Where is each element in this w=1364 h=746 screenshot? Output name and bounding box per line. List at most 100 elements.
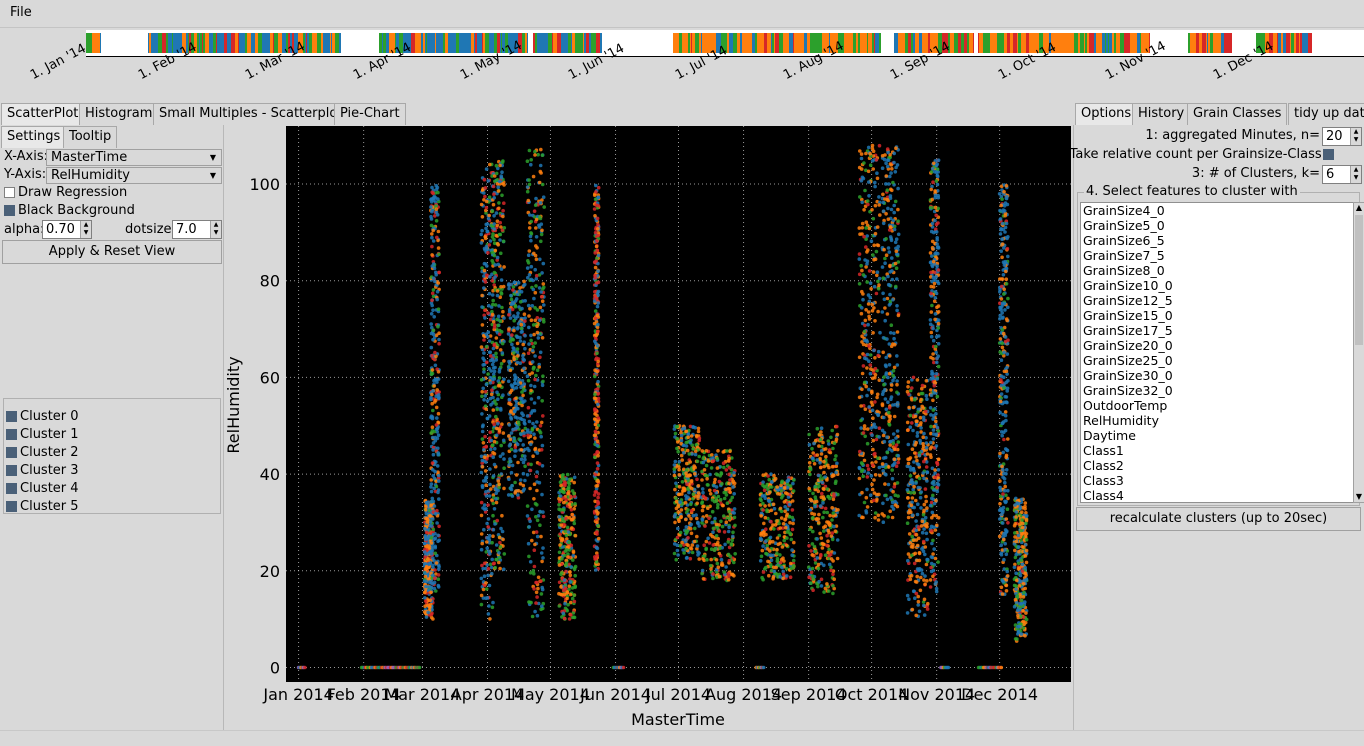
data-point — [519, 432, 523, 437]
data-point — [891, 373, 895, 378]
timeline-bar — [403, 33, 404, 53]
data-point — [889, 388, 893, 392]
data-point — [570, 596, 575, 601]
data-point — [529, 158, 533, 162]
timeline-strip[interactable] — [86, 30, 1364, 56]
data-point — [569, 600, 573, 605]
tab-tooltip[interactable]: Tooltip — [63, 126, 118, 148]
data-point — [561, 545, 565, 549]
draw-regression-checkbox[interactable] — [4, 187, 15, 198]
data-point — [523, 316, 527, 320]
data-point — [827, 442, 831, 446]
data-point — [435, 297, 439, 302]
cluster-checkbox[interactable] — [6, 465, 17, 476]
data-point — [700, 568, 705, 573]
tab-histogram[interactable]: Histogram — [79, 103, 159, 125]
data-point — [815, 556, 820, 560]
cluster-checkbox[interactable] — [6, 483, 17, 494]
data-point — [533, 354, 537, 358]
timeline-bar — [1148, 33, 1149, 53]
dotsize-spinbox[interactable]: 7.0 ▲ ▼ — [172, 220, 222, 239]
data-point — [491, 302, 495, 307]
alpha-value: 0.70 — [46, 222, 75, 237]
scatter-plot[interactable]: 0 20 40 60 80 100 Jan 2014 Feb 2014 Mar 2014 Apr… — [225, 125, 1072, 730]
data-point — [433, 435, 438, 440]
y-axis-select[interactable]: RelHumidity ▼ — [46, 167, 222, 184]
cluster-checkbox[interactable] — [6, 501, 17, 512]
data-point — [713, 477, 717, 482]
data-point — [896, 460, 900, 465]
data-point — [496, 314, 501, 319]
alpha-spinbox[interactable]: 0.70 ▲ ▼ — [42, 220, 92, 239]
data-point — [878, 213, 882, 217]
data-point — [430, 435, 435, 440]
data-point — [924, 409, 928, 414]
spin-arrows-icon[interactable]: ▲ ▼ — [210, 221, 221, 238]
black-background-checkbox[interactable] — [4, 205, 15, 216]
data-point — [562, 500, 566, 505]
tab-settings[interactable]: Settings — [1, 126, 67, 148]
data-point — [707, 541, 712, 545]
data-point — [596, 499, 600, 504]
data-point — [883, 197, 887, 201]
timeline-bar — [693, 33, 694, 53]
spin-arrows-icon[interactable]: ▲ ▼ — [80, 221, 91, 238]
timeline-bar — [702, 33, 706, 53]
data-point — [432, 559, 436, 563]
data-point — [704, 463, 709, 468]
data-point — [810, 574, 815, 578]
data-point — [534, 284, 538, 288]
timeline-bar — [1017, 33, 1018, 53]
data-point — [818, 477, 823, 481]
data-point — [716, 502, 720, 507]
apply-reset-view-button[interactable]: Apply & Reset View — [2, 240, 222, 264]
data-point — [863, 323, 867, 328]
data-point — [924, 460, 929, 464]
timeline-bar — [862, 33, 865, 53]
data-point — [761, 508, 765, 512]
data-point — [688, 424, 693, 429]
data-point — [431, 452, 436, 457]
data-point — [595, 426, 599, 430]
data-point — [712, 483, 716, 488]
menu-file[interactable]: File — [10, 5, 32, 20]
data-point — [573, 566, 577, 570]
data-point — [487, 350, 492, 355]
data-point — [908, 425, 913, 430]
cluster-checkbox[interactable] — [6, 411, 17, 422]
data-point — [594, 568, 598, 572]
data-point — [541, 510, 545, 514]
timeline-bar — [477, 33, 478, 53]
data-point — [887, 283, 892, 288]
data-point — [535, 613, 540, 618]
data-point — [491, 534, 495, 538]
data-point — [428, 604, 432, 609]
data-point — [882, 439, 887, 444]
timeline-bar — [383, 33, 384, 53]
data-point — [502, 226, 507, 230]
tab-scatterplot[interactable]: ScatterPlot — [1, 103, 85, 125]
timeline-bar — [1302, 33, 1304, 53]
data-point — [886, 158, 890, 162]
data-point — [881, 520, 886, 524]
data-point — [714, 496, 718, 501]
tab-small-multiples[interactable]: Small Multiples - Scatterplot — [153, 103, 349, 125]
data-point — [430, 197, 434, 201]
data-point — [727, 525, 731, 530]
cluster-checkbox[interactable] — [6, 447, 17, 458]
timeline-bar — [533, 33, 535, 53]
data-point — [825, 582, 829, 586]
timeline-bar — [801, 33, 804, 53]
timeline-bar — [189, 33, 191, 53]
tab-pie-chart[interactable]: Pie-Chart — [334, 103, 406, 125]
data-point — [431, 517, 435, 521]
data-point — [808, 527, 812, 532]
data-point — [828, 523, 832, 527]
data-point — [540, 559, 544, 564]
data-point — [501, 537, 505, 542]
x-axis-select[interactable]: MasterTime ▼ — [46, 149, 222, 166]
data-point — [490, 235, 495, 239]
cluster-checkbox[interactable] — [6, 429, 17, 440]
timeline-bar — [339, 33, 341, 53]
data-point — [819, 426, 824, 431]
